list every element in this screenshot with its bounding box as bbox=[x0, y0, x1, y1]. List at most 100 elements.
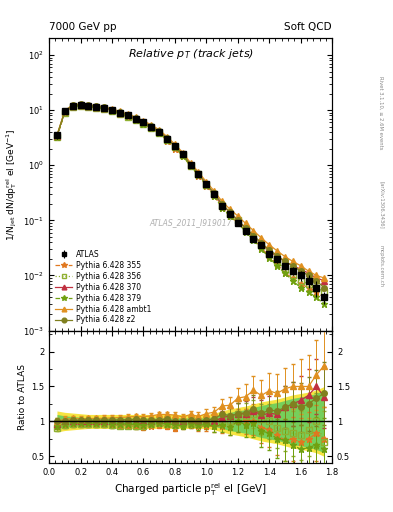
Pythia 6.428 356 bbox=[259, 242, 264, 248]
Pythia 6.428 355 bbox=[102, 106, 107, 112]
Pythia 6.428 ambt1 bbox=[141, 118, 146, 124]
Pythia 6.428 z2 bbox=[118, 109, 122, 115]
Pythia 6.428 z2 bbox=[259, 240, 264, 246]
Pythia 6.428 370 bbox=[196, 170, 201, 177]
Pythia 6.428 379 bbox=[149, 124, 154, 131]
Pythia 6.428 z2 bbox=[149, 123, 154, 130]
Pythia 6.428 355 bbox=[78, 103, 83, 109]
Pythia 6.428 379 bbox=[283, 270, 287, 276]
Pythia 6.428 355 bbox=[94, 105, 99, 111]
Pythia 6.428 370 bbox=[165, 135, 169, 141]
Pythia 6.428 355 bbox=[220, 205, 224, 211]
Pythia 6.428 370 bbox=[78, 102, 83, 108]
Pythia 6.428 379 bbox=[322, 301, 327, 307]
Pythia 6.428 ambt1 bbox=[228, 206, 232, 212]
Pythia 6.428 z2 bbox=[188, 162, 193, 168]
Pythia 6.428 355 bbox=[267, 253, 272, 260]
Text: ATLAS_2011_I919017: ATLAS_2011_I919017 bbox=[149, 218, 232, 227]
Pythia 6.428 z2 bbox=[86, 102, 91, 109]
Pythia 6.428 ambt1 bbox=[70, 102, 75, 108]
Pythia 6.428 355 bbox=[180, 153, 185, 159]
Pythia 6.428 379 bbox=[78, 102, 83, 109]
Pythia 6.428 370 bbox=[180, 151, 185, 157]
Pythia 6.428 ambt1 bbox=[306, 268, 311, 274]
Pythia 6.428 ambt1 bbox=[125, 111, 130, 117]
Line: Pythia 6.428 355: Pythia 6.428 355 bbox=[53, 102, 328, 301]
Text: 7000 GeV pp: 7000 GeV pp bbox=[49, 22, 117, 32]
Pythia 6.428 356 bbox=[196, 172, 201, 178]
Pythia 6.428 355 bbox=[322, 294, 327, 301]
Pythia 6.428 z2 bbox=[283, 259, 287, 265]
Pythia 6.428 379 bbox=[165, 137, 169, 143]
Pythia 6.428 ambt1 bbox=[110, 106, 114, 112]
Pythia 6.428 370 bbox=[275, 253, 279, 260]
Pythia 6.428 355 bbox=[235, 220, 240, 226]
Pythia 6.428 370 bbox=[204, 181, 209, 187]
Pythia 6.428 356 bbox=[290, 272, 295, 279]
Pythia 6.428 z2 bbox=[141, 119, 146, 125]
Pythia 6.428 ambt1 bbox=[259, 235, 264, 241]
Legend: ATLAS, Pythia 6.428 355, Pythia 6.428 356, Pythia 6.428 370, Pythia 6.428 379, P: ATLAS, Pythia 6.428 355, Pythia 6.428 35… bbox=[53, 248, 154, 327]
Pythia 6.428 379 bbox=[243, 229, 248, 235]
Pythia 6.428 z2 bbox=[290, 263, 295, 269]
Pythia 6.428 370 bbox=[110, 107, 114, 113]
Pythia 6.428 370 bbox=[173, 143, 177, 150]
Pythia 6.428 z2 bbox=[314, 278, 319, 284]
Pythia 6.428 356 bbox=[102, 106, 107, 112]
Pythia 6.428 379 bbox=[125, 113, 130, 119]
Line: Pythia 6.428 ambt1: Pythia 6.428 ambt1 bbox=[54, 101, 327, 281]
Pythia 6.428 370 bbox=[86, 103, 91, 109]
Pythia 6.428 356 bbox=[110, 108, 114, 114]
Pythia 6.428 379 bbox=[251, 237, 256, 243]
Pythia 6.428 379 bbox=[173, 144, 177, 151]
Pythia 6.428 379 bbox=[188, 163, 193, 169]
Pythia 6.428 z2 bbox=[322, 285, 327, 291]
Pythia 6.428 z2 bbox=[55, 132, 59, 138]
Pythia 6.428 355 bbox=[110, 108, 114, 114]
Pythia 6.428 z2 bbox=[110, 106, 114, 113]
Pythia 6.428 356 bbox=[251, 234, 256, 240]
Pythia 6.428 355 bbox=[314, 289, 319, 295]
Pythia 6.428 ambt1 bbox=[188, 160, 193, 166]
Pythia 6.428 356 bbox=[141, 121, 146, 127]
Pythia 6.428 ambt1 bbox=[149, 122, 154, 128]
Pythia 6.428 z2 bbox=[220, 201, 224, 207]
Pythia 6.428 356 bbox=[180, 152, 185, 158]
Pythia 6.428 370 bbox=[55, 133, 59, 139]
Pythia 6.428 z2 bbox=[62, 108, 67, 114]
Line: Pythia 6.428 356: Pythia 6.428 356 bbox=[54, 103, 327, 295]
Pythia 6.428 356 bbox=[188, 163, 193, 169]
Pythia 6.428 355 bbox=[243, 227, 248, 233]
Pythia 6.428 356 bbox=[78, 103, 83, 109]
Pythia 6.428 ambt1 bbox=[173, 141, 177, 147]
Pythia 6.428 356 bbox=[62, 110, 67, 116]
Pythia 6.428 355 bbox=[196, 173, 201, 179]
Pythia 6.428 356 bbox=[243, 226, 248, 232]
Text: [arXiv:1306.3436]: [arXiv:1306.3436] bbox=[379, 181, 384, 229]
Pythia 6.428 z2 bbox=[251, 232, 256, 239]
Pythia 6.428 z2 bbox=[133, 115, 138, 121]
Pythia 6.428 ambt1 bbox=[251, 227, 256, 233]
Pythia 6.428 z2 bbox=[228, 209, 232, 216]
Pythia 6.428 355 bbox=[290, 275, 295, 281]
Pythia 6.428 z2 bbox=[212, 190, 217, 196]
Pythia 6.428 370 bbox=[298, 266, 303, 272]
Pythia 6.428 370 bbox=[133, 116, 138, 122]
Pythia 6.428 356 bbox=[228, 211, 232, 217]
Pythia 6.428 370 bbox=[243, 225, 248, 231]
Pythia 6.428 355 bbox=[55, 134, 59, 140]
Pythia 6.428 356 bbox=[55, 134, 59, 140]
Pythia 6.428 ambt1 bbox=[133, 114, 138, 120]
Pythia 6.428 379 bbox=[235, 220, 240, 226]
Pythia 6.428 ambt1 bbox=[62, 108, 67, 114]
Pythia 6.428 ambt1 bbox=[118, 108, 122, 114]
Pythia 6.428 355 bbox=[62, 110, 67, 116]
Pythia 6.428 370 bbox=[322, 278, 327, 284]
Pythia 6.428 356 bbox=[157, 130, 162, 136]
Pythia 6.428 370 bbox=[62, 108, 67, 114]
Pythia 6.428 370 bbox=[251, 233, 256, 239]
Pythia 6.428 ambt1 bbox=[165, 134, 169, 140]
Line: Pythia 6.428 z2: Pythia 6.428 z2 bbox=[54, 101, 327, 290]
Pythia 6.428 379 bbox=[94, 104, 99, 111]
Pythia 6.428 ambt1 bbox=[220, 198, 224, 204]
